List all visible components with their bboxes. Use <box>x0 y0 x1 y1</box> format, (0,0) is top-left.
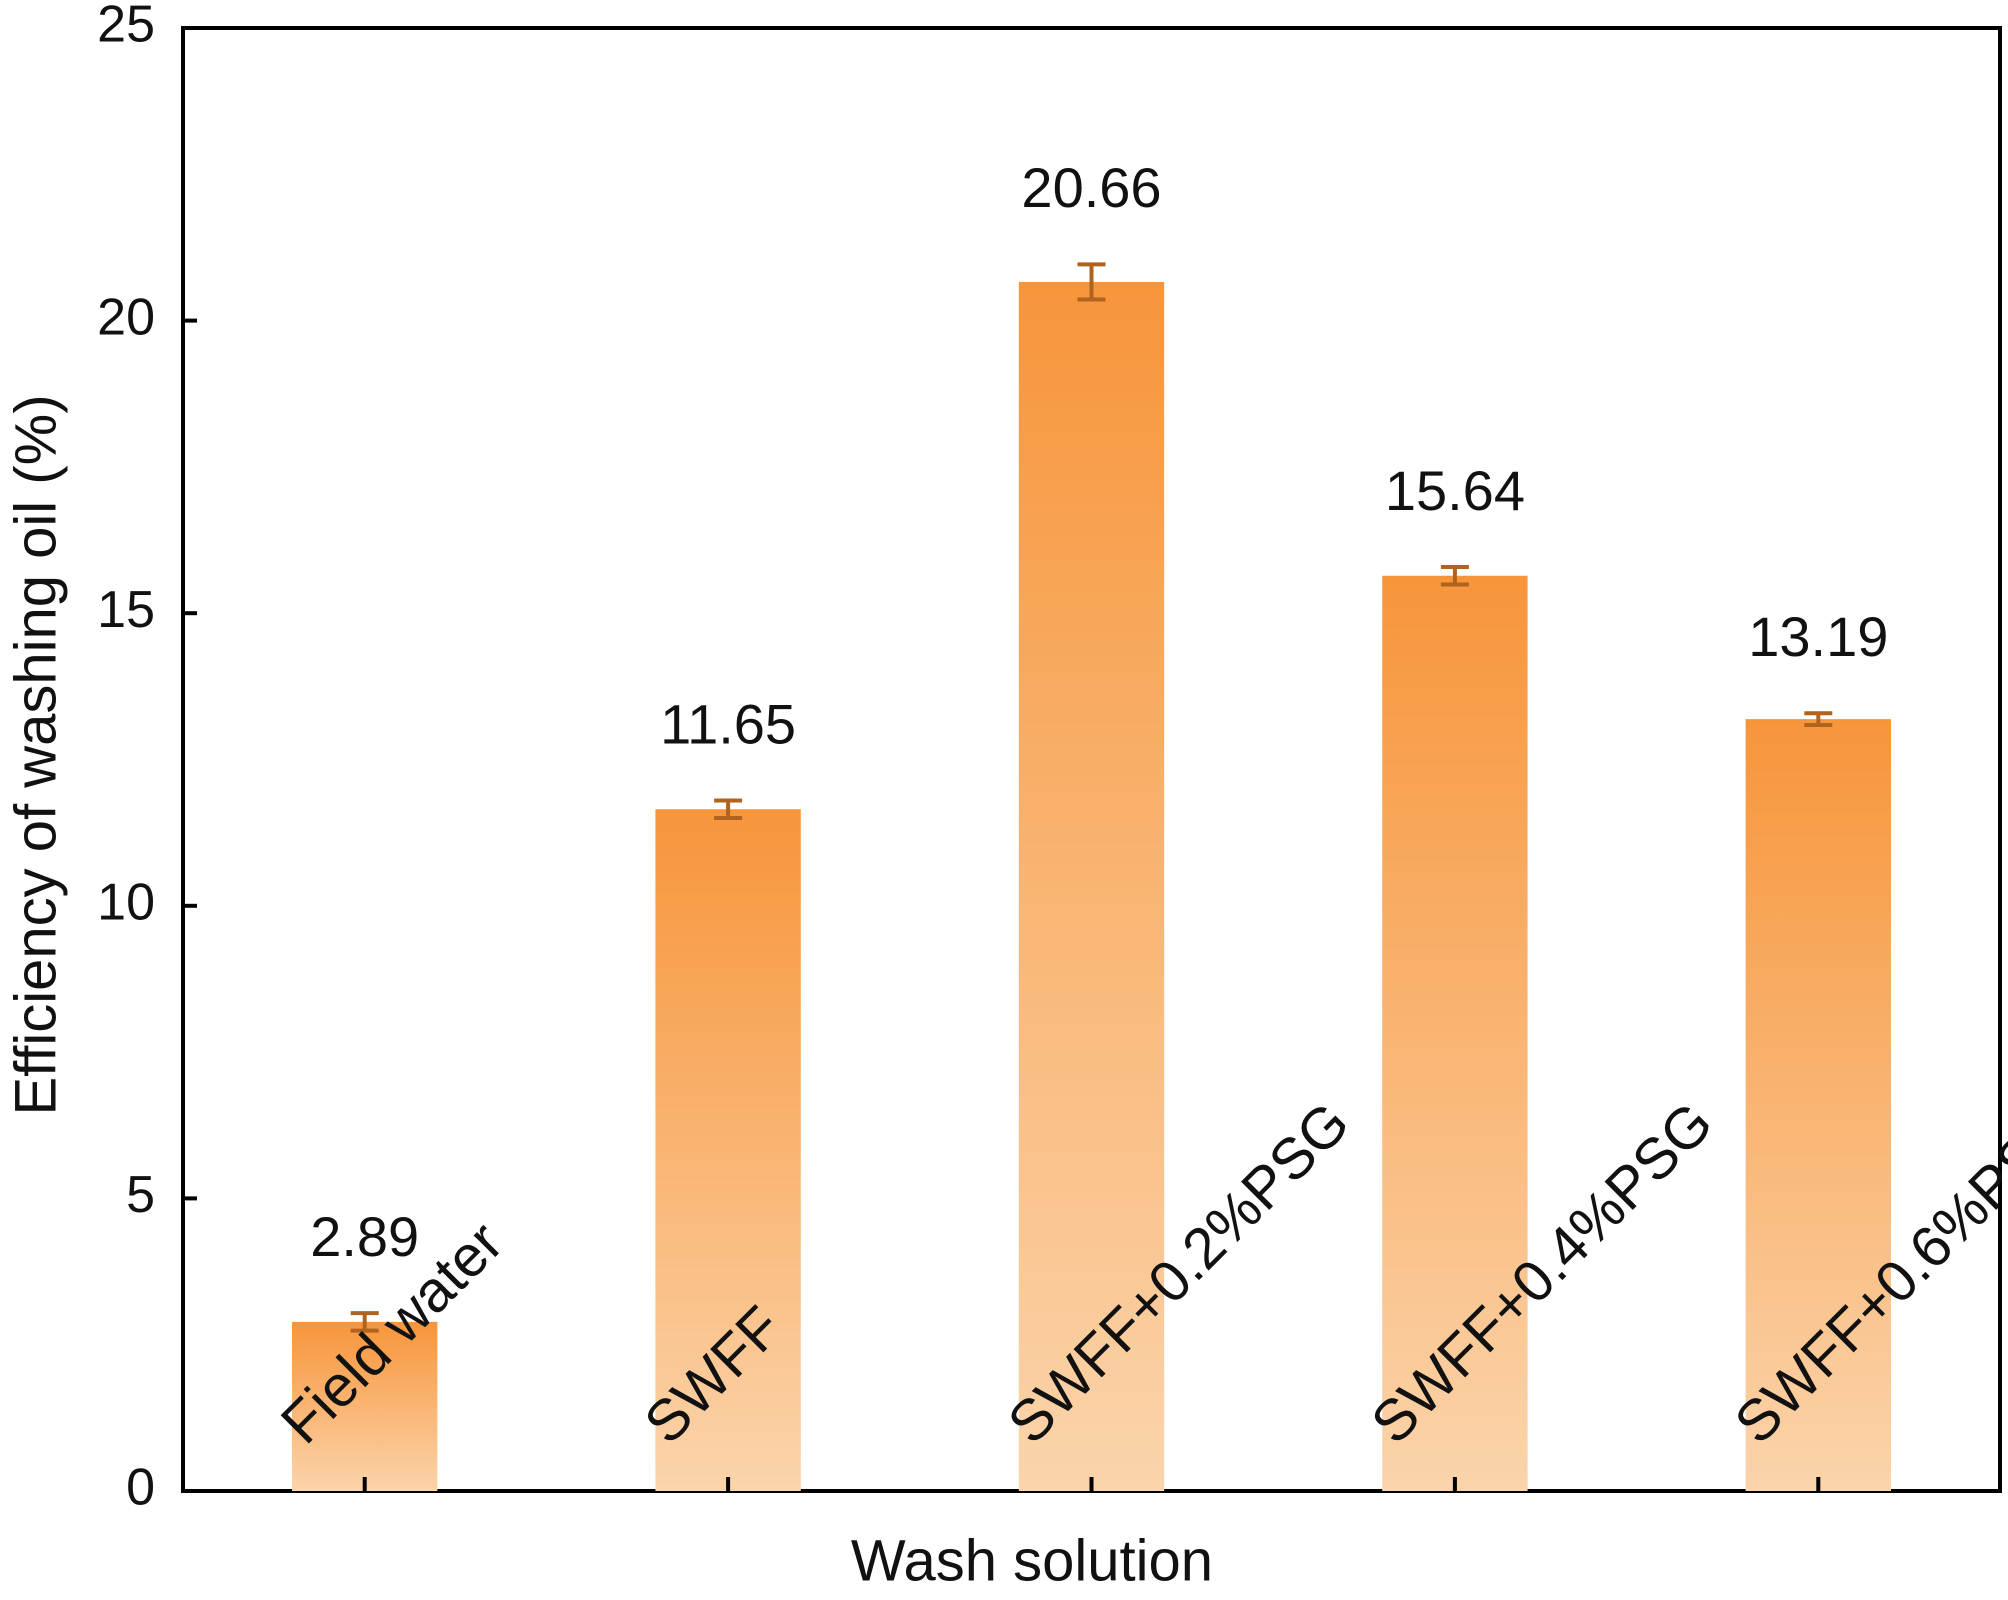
error-bar <box>1440 564 1469 587</box>
error-bar <box>350 1311 379 1333</box>
y-tick-label: 15 <box>97 581 155 639</box>
error-bar <box>1804 711 1833 727</box>
error-bar <box>714 798 743 821</box>
y-tick-label: 20 <box>97 288 155 346</box>
value-label: 13.19 <box>1748 605 1888 668</box>
x-axis-title: Wash solution <box>851 1528 1213 1593</box>
bar <box>1382 575 1528 1491</box>
error-bar <box>1077 262 1106 302</box>
y-tick-label: 0 <box>126 1459 155 1517</box>
y-axis-title: Efficiency of washing oil (%) <box>3 394 68 1115</box>
value-label: 20.66 <box>1021 156 1161 219</box>
y-tick-label: 5 <box>126 1166 155 1224</box>
bar <box>1018 281 1165 1491</box>
bar <box>655 809 801 1491</box>
value-label: 11.65 <box>660 692 796 755</box>
value-label: 2.89 <box>310 1205 419 1268</box>
bar <box>1745 719 1891 1491</box>
y-tick-label: 10 <box>97 874 155 932</box>
value-label: 15.64 <box>1385 459 1525 522</box>
y-tick-label: 25 <box>97 0 155 54</box>
bar <box>292 1321 438 1491</box>
